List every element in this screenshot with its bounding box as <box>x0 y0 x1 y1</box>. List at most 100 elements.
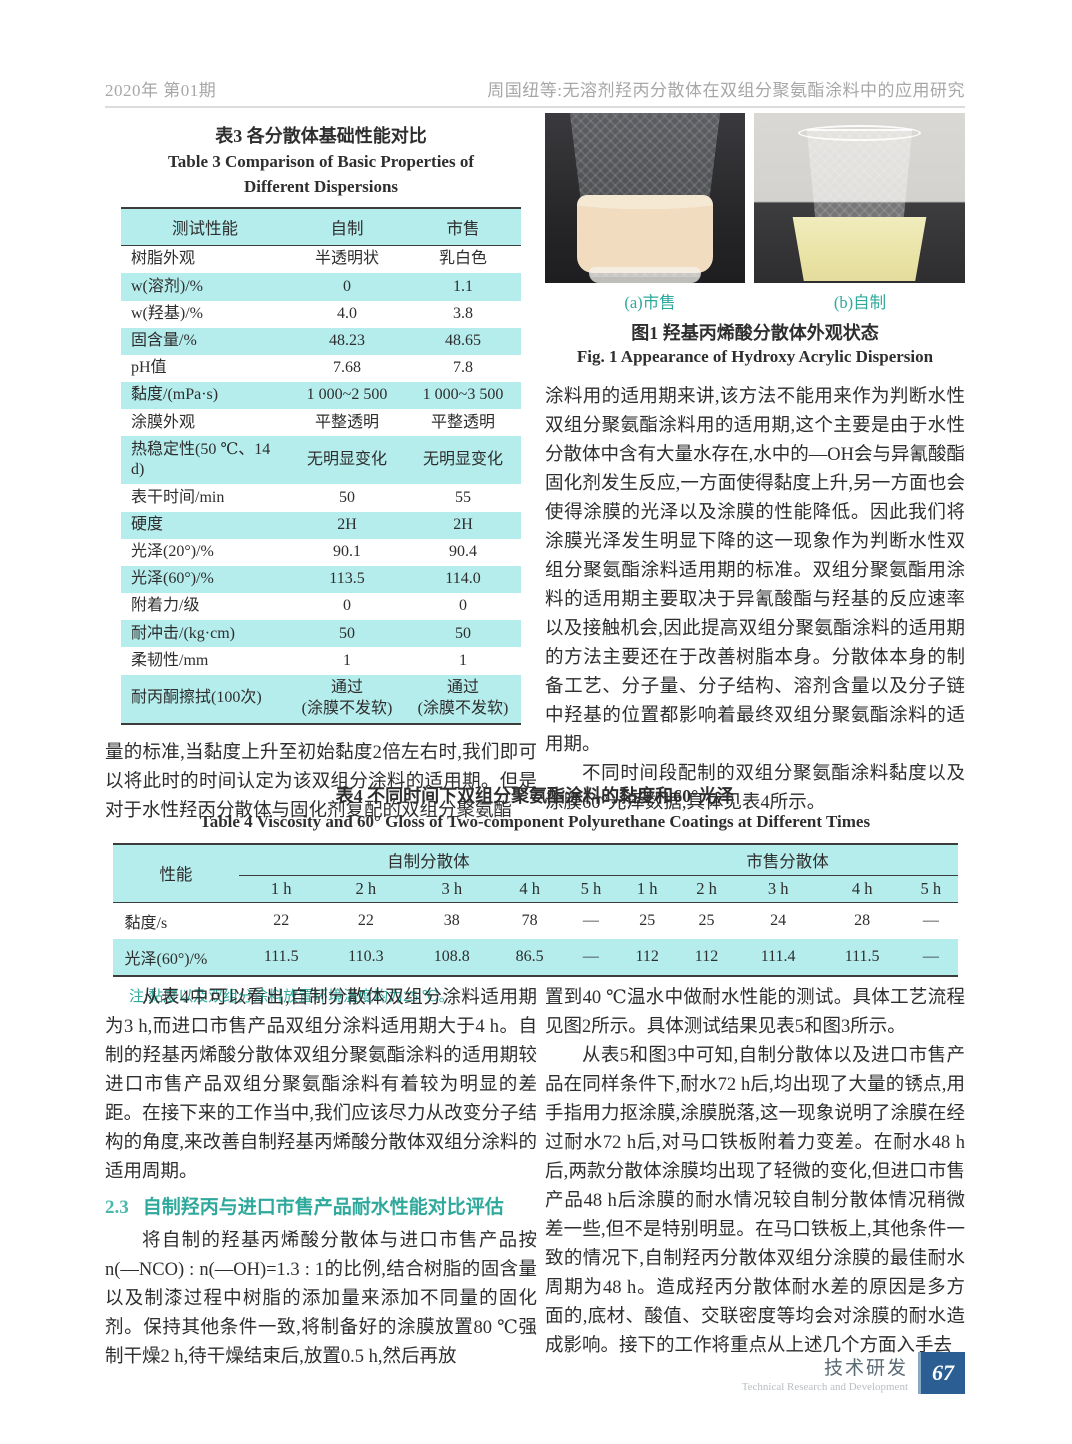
bottom-right-paragraph-1: 置到40 ℃温水中做耐水性能的测试。具体工艺流程见图2所示。具体测试结果见表5和… <box>545 988 965 1037</box>
section-heading-2-3: 2.3 自制羟丙与进口市售产品耐水性能对比评估 <box>105 1193 537 1223</box>
value-cell: 48.23 <box>289 327 405 355</box>
value-cell: 50 <box>289 620 405 648</box>
value-cell: 1 <box>343 651 351 669</box>
value-cell: 112 <box>676 938 737 976</box>
column-header: 自制 <box>289 208 405 247</box>
table3-title-en: Table 3 Comparison of Basic Properties o… <box>168 152 474 196</box>
property-cell: 附着力/级 <box>131 597 200 615</box>
property-cell: 柔韧性/mm <box>131 651 209 669</box>
value-cell: 50 <box>405 620 521 648</box>
property-cell: 黏度/s <box>124 914 168 932</box>
photo-homemade-dispersion <box>754 113 965 283</box>
table3: 测试性能 自制 市售 树脂外观 半透明状 乳白色 w(溶剂)/% 0 1.1 w(羟基)/%… <box>121 207 521 725</box>
table4-title-cn: 表4 不同时间下双组分聚氨酯涂料的黏度和60°光泽 <box>335 786 735 806</box>
property-cell: 光泽(60°)/% <box>112 938 240 976</box>
value-cell: 2H <box>289 511 405 539</box>
property-cell: 涂膜外观 <box>131 413 196 431</box>
figure1-labels: (a)市售 (b)自制 <box>545 289 965 313</box>
value-cell: 通过 (涂膜不发软) <box>289 674 405 724</box>
property-cell: w(羟基)/% <box>131 304 203 322</box>
value-cell: — <box>922 911 939 929</box>
right-paragraph-1: 涂料用的适用期来讲,该方法不能用来作为判断水性双组分聚氨酯涂料用的适用期,这个主… <box>545 387 965 755</box>
hour-header: 5 h <box>904 875 958 903</box>
value-cell: 24 <box>770 911 787 929</box>
hour-header: 2 h <box>676 875 737 903</box>
table3-row: w(羟基)/% 4.0 3.8 <box>121 301 521 328</box>
footer-section-cn: 技术研发 <box>823 1358 908 1379</box>
value-cell: 38 <box>443 911 460 929</box>
table3-row: 附着力/级 0 0 <box>121 593 521 620</box>
value-cell: — <box>904 938 958 976</box>
property-cell: 树脂外观 <box>131 250 196 268</box>
table3-row: 柔韧性/mm 1 1 <box>121 647 521 674</box>
value-cell: 22 <box>357 911 374 929</box>
value-cell: 1 000~2 500 <box>289 382 405 410</box>
photo-market-dispersion <box>545 113 745 283</box>
property-cell: 耐丙酮擦拭(100次) <box>121 674 289 724</box>
column-header: 市售 <box>405 208 521 247</box>
value-cell: 112 <box>617 938 677 976</box>
value-cell: 0 <box>343 597 351 615</box>
hour-header: 4 h <box>820 875 905 903</box>
page-number-badge: 67 <box>918 1352 965 1394</box>
column-header: 测试性能 <box>121 208 289 247</box>
bottom-left-paragraph-1: 从表4中可以看出,自制分散体双组分涂料适用期为3 h,而进口市售产品双组分涂料适… <box>105 988 537 1182</box>
value-cell: 1 000~3 500 <box>405 382 521 410</box>
table3-header-row: 测试性能 自制 市售 <box>121 208 521 247</box>
bottom-right-column: 置到40 ℃温水中做耐水性能的测试。具体工艺流程见图2所示。具体测试结果见表5和… <box>545 984 965 1361</box>
value-cell: 50 <box>339 488 355 506</box>
footer-section: 技术研发 Technical Research and Development <box>742 1353 908 1393</box>
section-title: 自制羟丙与进口市售产品耐水性能对比评估 <box>142 1197 504 1218</box>
value-cell: 25 <box>639 911 656 929</box>
property-column-header: 性能 <box>112 843 240 903</box>
value-cell: 111.4 <box>736 938 821 976</box>
table4-row: 光泽(60°)/% 111.5 110.3 108.8 86.5—112 112 111.4… <box>112 938 958 976</box>
value-cell: — <box>582 911 599 929</box>
value-cell: 111.5 <box>820 938 905 976</box>
value-cell: 1 <box>459 651 467 669</box>
hour-header: 1 h <box>239 875 324 903</box>
table3-row: 光泽(60°)/% 113.5 114.0 <box>121 565 521 594</box>
table4-note: 注:黏度以及双组分涂料放置环境温度均为25 ℃。 <box>129 988 454 1005</box>
table3-row: 涂膜外观 平整透明 平整透明 <box>121 409 521 436</box>
property-cell: 硬度 <box>121 511 289 539</box>
group-header-commercial: 市售分散体 <box>617 843 958 876</box>
table3-row: w(溶剂)/% 0 1.1 <box>121 273 521 301</box>
left-column: 表3 各分散体基础性能对比 Table 3 Comparison of Basi… <box>105 118 537 826</box>
table3-row: 热稳定性(50 ℃、14 d) 无明显变化 无明显变化 <box>121 436 521 485</box>
value-cell: 114.0 <box>405 565 521 594</box>
table4-group-row: 性能 自制分散体 市售分散体 <box>112 843 958 903</box>
figure1-caption-en: Fig. 1 Appearance of Hydroxy Acrylic Dis… <box>576 347 934 366</box>
right-column: (a)市售 (b)自制 图1 羟基丙烯酸分散体外观状态 Fig. 1 Appea… <box>545 113 965 818</box>
hour-header: 2 h <box>323 875 409 903</box>
group-header-homemade: 自制分散体 <box>239 843 618 876</box>
value-cell: 111.5 <box>239 938 324 976</box>
property-cell: 耐冲击/(kg·cm) <box>121 620 289 648</box>
table3-row: 耐丙酮擦拭(100次) 通过 (涂膜不发软) 通过 (涂膜不发软) <box>121 674 521 724</box>
value-cell: — <box>564 938 618 976</box>
page-header: 2020年 第01期 周国纽等:无溶剂羟丙分散体在双组分聚氨酯涂料中的应用研究 <box>105 76 965 108</box>
value-cell: 7.68 <box>333 359 361 377</box>
table3-row: 表干时间/min 50 55 <box>121 484 521 511</box>
table3-row: 硬度 2H 2H <box>121 511 521 539</box>
property-cell: 热稳定性(50 ℃、14 d) <box>121 436 289 485</box>
value-cell: 平整透明 <box>430 413 495 431</box>
value-cell: 3.8 <box>453 304 473 322</box>
property-cell: w(溶剂)/% <box>121 273 289 301</box>
figure1-caption-cn: 图1 羟基丙烯酸分散体外观状态 <box>631 323 879 343</box>
property-cell: 光泽(20°)/% <box>131 542 214 560</box>
section-number: 2.3 <box>105 1197 129 1218</box>
value-cell: 通过 (涂膜不发软) <box>405 674 521 724</box>
footer-section-en: Technical Research and Development <box>741 1381 908 1393</box>
table3-row: 光泽(20°)/% 90.1 90.4 <box>121 539 521 566</box>
value-cell: 78 <box>521 911 538 929</box>
table4-block: 表4 不同时间下双组分聚氨酯涂料的黏度和60°光泽 Table 4 Viscos… <box>105 778 965 1006</box>
figure1-photos <box>545 113 965 283</box>
value-cell: 28 <box>854 911 871 929</box>
property-cell: 固含量/% <box>121 327 289 355</box>
table3-row: 固含量/% 48.23 48.65 <box>121 327 521 355</box>
value-cell: 乳白色 <box>438 250 487 268</box>
figure1-label-a: (a)市售 <box>624 293 676 312</box>
